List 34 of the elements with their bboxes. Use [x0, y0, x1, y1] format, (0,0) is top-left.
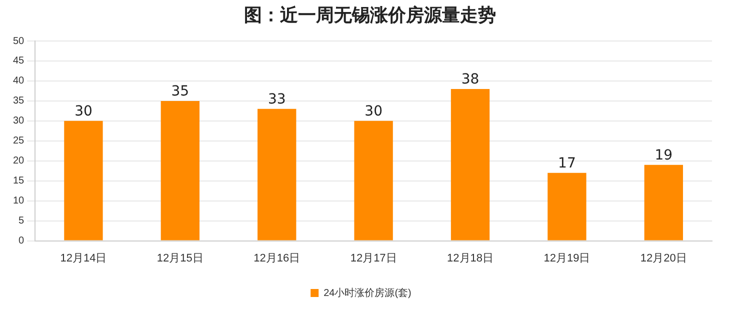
- y-tick-label: 35: [13, 96, 25, 107]
- y-tick-label: 5: [18, 216, 25, 227]
- data-label: 17: [558, 156, 576, 172]
- data-label: 30: [74, 104, 92, 120]
- data-label: 33: [268, 92, 286, 108]
- bar: [64, 120, 103, 240]
- y-tick-label: 45: [13, 56, 25, 67]
- x-tick-label: 12月19日: [544, 252, 590, 264]
- x-tick-label: 12月15日: [156, 252, 204, 264]
- bar: [548, 172, 586, 240]
- data-label: 19: [654, 148, 673, 164]
- legend-label: 24小时涨价房源(套): [324, 286, 412, 299]
- y-tick-label: 30: [13, 116, 25, 127]
- bar: [354, 120, 393, 240]
- data-label: 30: [364, 104, 382, 120]
- x-tick-label: 12月14日: [60, 252, 107, 264]
- y-tick-label: 50: [13, 36, 25, 47]
- bar: [160, 100, 200, 240]
- y-tick-label: 40: [13, 76, 25, 87]
- bar: [644, 164, 683, 240]
- y-tick-label: 10: [13, 196, 25, 207]
- y-tick-label: 0: [18, 236, 25, 247]
- y-tick-label: 20: [13, 156, 25, 167]
- y-tick-label: 15: [13, 176, 25, 187]
- x-tick-label: 12月18日: [447, 252, 494, 264]
- chart-title: 图：近一周无锡涨价房源量走势: [243, 4, 497, 28]
- x-tick-label: 12月20日: [640, 252, 687, 264]
- data-label: 35: [171, 84, 190, 100]
- bar: [258, 108, 296, 240]
- x-tick-label: 12月17日: [350, 252, 397, 264]
- bar: [450, 88, 490, 240]
- x-tick-label: 12月16日: [254, 252, 300, 264]
- data-label: 38: [461, 72, 480, 88]
- y-tick-label: 25: [13, 136, 25, 147]
